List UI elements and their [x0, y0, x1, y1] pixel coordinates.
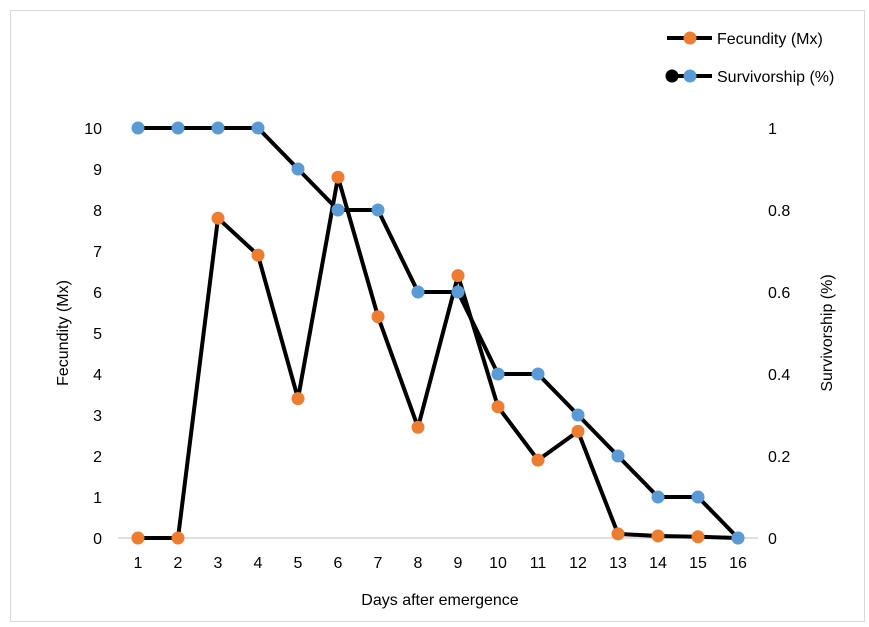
- y-right-tick-label: 0: [768, 531, 777, 548]
- legend-label-survivorship: Survivorship (%): [717, 69, 834, 86]
- legend: Fecundity (Mx) Survivorship (%): [665, 31, 834, 86]
- x-tick-label: 9: [454, 555, 463, 572]
- data-point-series-1: [571, 408, 585, 422]
- data-point-series-1: [611, 449, 625, 463]
- y-right-tick-label: 0.4: [768, 367, 790, 384]
- data-point-series-1: [371, 203, 385, 217]
- y-right-tick-label: 1: [768, 121, 777, 138]
- x-tick-label: 11: [530, 555, 547, 572]
- x-tick-label: 2: [174, 555, 183, 572]
- data-point-series-0: [451, 269, 465, 283]
- series-line-1: [138, 126, 740, 540]
- x-tick-label: 15: [689, 555, 707, 572]
- x-tick-label: 3: [214, 555, 223, 572]
- data-point-series-0: [291, 392, 305, 406]
- y-axis-left-title: Fecundity (Mx): [55, 280, 72, 386]
- x-tick-label: 8: [414, 555, 423, 572]
- data-point-series-0: [411, 420, 425, 434]
- x-tick-label: 12: [569, 555, 587, 572]
- x-tick-label: 1: [134, 555, 143, 572]
- data-point-series-1: [451, 285, 465, 299]
- x-tick-label: 13: [609, 555, 627, 572]
- data-point-series-0: [611, 527, 625, 541]
- y-right-tick-label: 0.2: [768, 449, 790, 466]
- data-point-series-0: [171, 531, 185, 545]
- data-point-series-1: [331, 203, 345, 217]
- data-point-series-1: [251, 121, 265, 135]
- y-left-tick-label: 8: [93, 203, 102, 220]
- x-tick-label: 5: [294, 555, 303, 572]
- y-left-tick-label: 3: [93, 408, 102, 425]
- data-point-series-0: [371, 310, 385, 324]
- x-tick-label: 6: [334, 555, 343, 572]
- data-point-series-1: [531, 367, 545, 381]
- series-lines: [138, 126, 740, 540]
- y-right-tick-label: 0.8: [768, 203, 790, 220]
- data-point-series-1: [691, 490, 705, 504]
- y-left-tick-label: 10: [84, 121, 102, 138]
- x-tick-label: 16: [729, 555, 747, 572]
- y-left-tick-label: 2: [93, 449, 102, 466]
- legend-marker-fecundity: [683, 31, 697, 45]
- x-tick-label: 4: [254, 555, 263, 572]
- data-point-series-0: [131, 531, 145, 545]
- legend-marker-survivorship-dark: [665, 69, 679, 83]
- x-tick-label: 7: [374, 555, 383, 572]
- data-point-series-0: [691, 530, 705, 544]
- data-point-series-1: [171, 121, 185, 135]
- data-point-series-0: [251, 248, 265, 262]
- data-point-series-1: [491, 367, 505, 381]
- axes: 1 2 3 4 5 6 7 8 9 10 11 12 13 14 15 1601234567891000.20…: [84, 121, 790, 572]
- data-point-series-0: [531, 453, 545, 467]
- y-right-tick-label: 0.6: [768, 285, 790, 302]
- data-point-series-1: [211, 121, 225, 135]
- series-line-0: [138, 175, 739, 540]
- data-point-series-1: [651, 490, 665, 504]
- y-left-tick-label: 1: [93, 490, 102, 507]
- data-point-series-1: [131, 121, 145, 135]
- data-point-series-0: [571, 424, 585, 438]
- y-left-tick-label: 0: [93, 531, 102, 548]
- y-left-tick-label: 4: [93, 367, 102, 384]
- data-point-series-1: [731, 531, 745, 545]
- y-left-tick-label: 5: [93, 326, 102, 343]
- legend-entry-fecundity: Fecundity (Mx): [667, 31, 823, 48]
- data-point-series-0: [211, 211, 225, 225]
- series-markers: [131, 121, 745, 545]
- x-axis-title: Days after emergence: [361, 592, 519, 609]
- data-point-series-1: [411, 285, 425, 299]
- y-left-tick-label: 6: [93, 285, 102, 302]
- legend-marker-survivorship: [683, 69, 697, 83]
- legend-entry-survivorship: Survivorship (%): [665, 69, 834, 86]
- data-point-series-0: [331, 170, 345, 184]
- data-point-series-1: [291, 162, 305, 176]
- data-point-series-0: [651, 529, 665, 543]
- y-left-tick-label: 9: [93, 162, 102, 179]
- data-point-series-0: [491, 400, 505, 414]
- x-tick-label: 14: [649, 555, 667, 572]
- y-axis-right-title: Survivorship (%): [819, 274, 836, 391]
- x-tick-label: 10: [489, 555, 507, 572]
- legend-label-fecundity: Fecundity (Mx): [717, 31, 823, 48]
- y-left-tick-label: 7: [93, 244, 102, 261]
